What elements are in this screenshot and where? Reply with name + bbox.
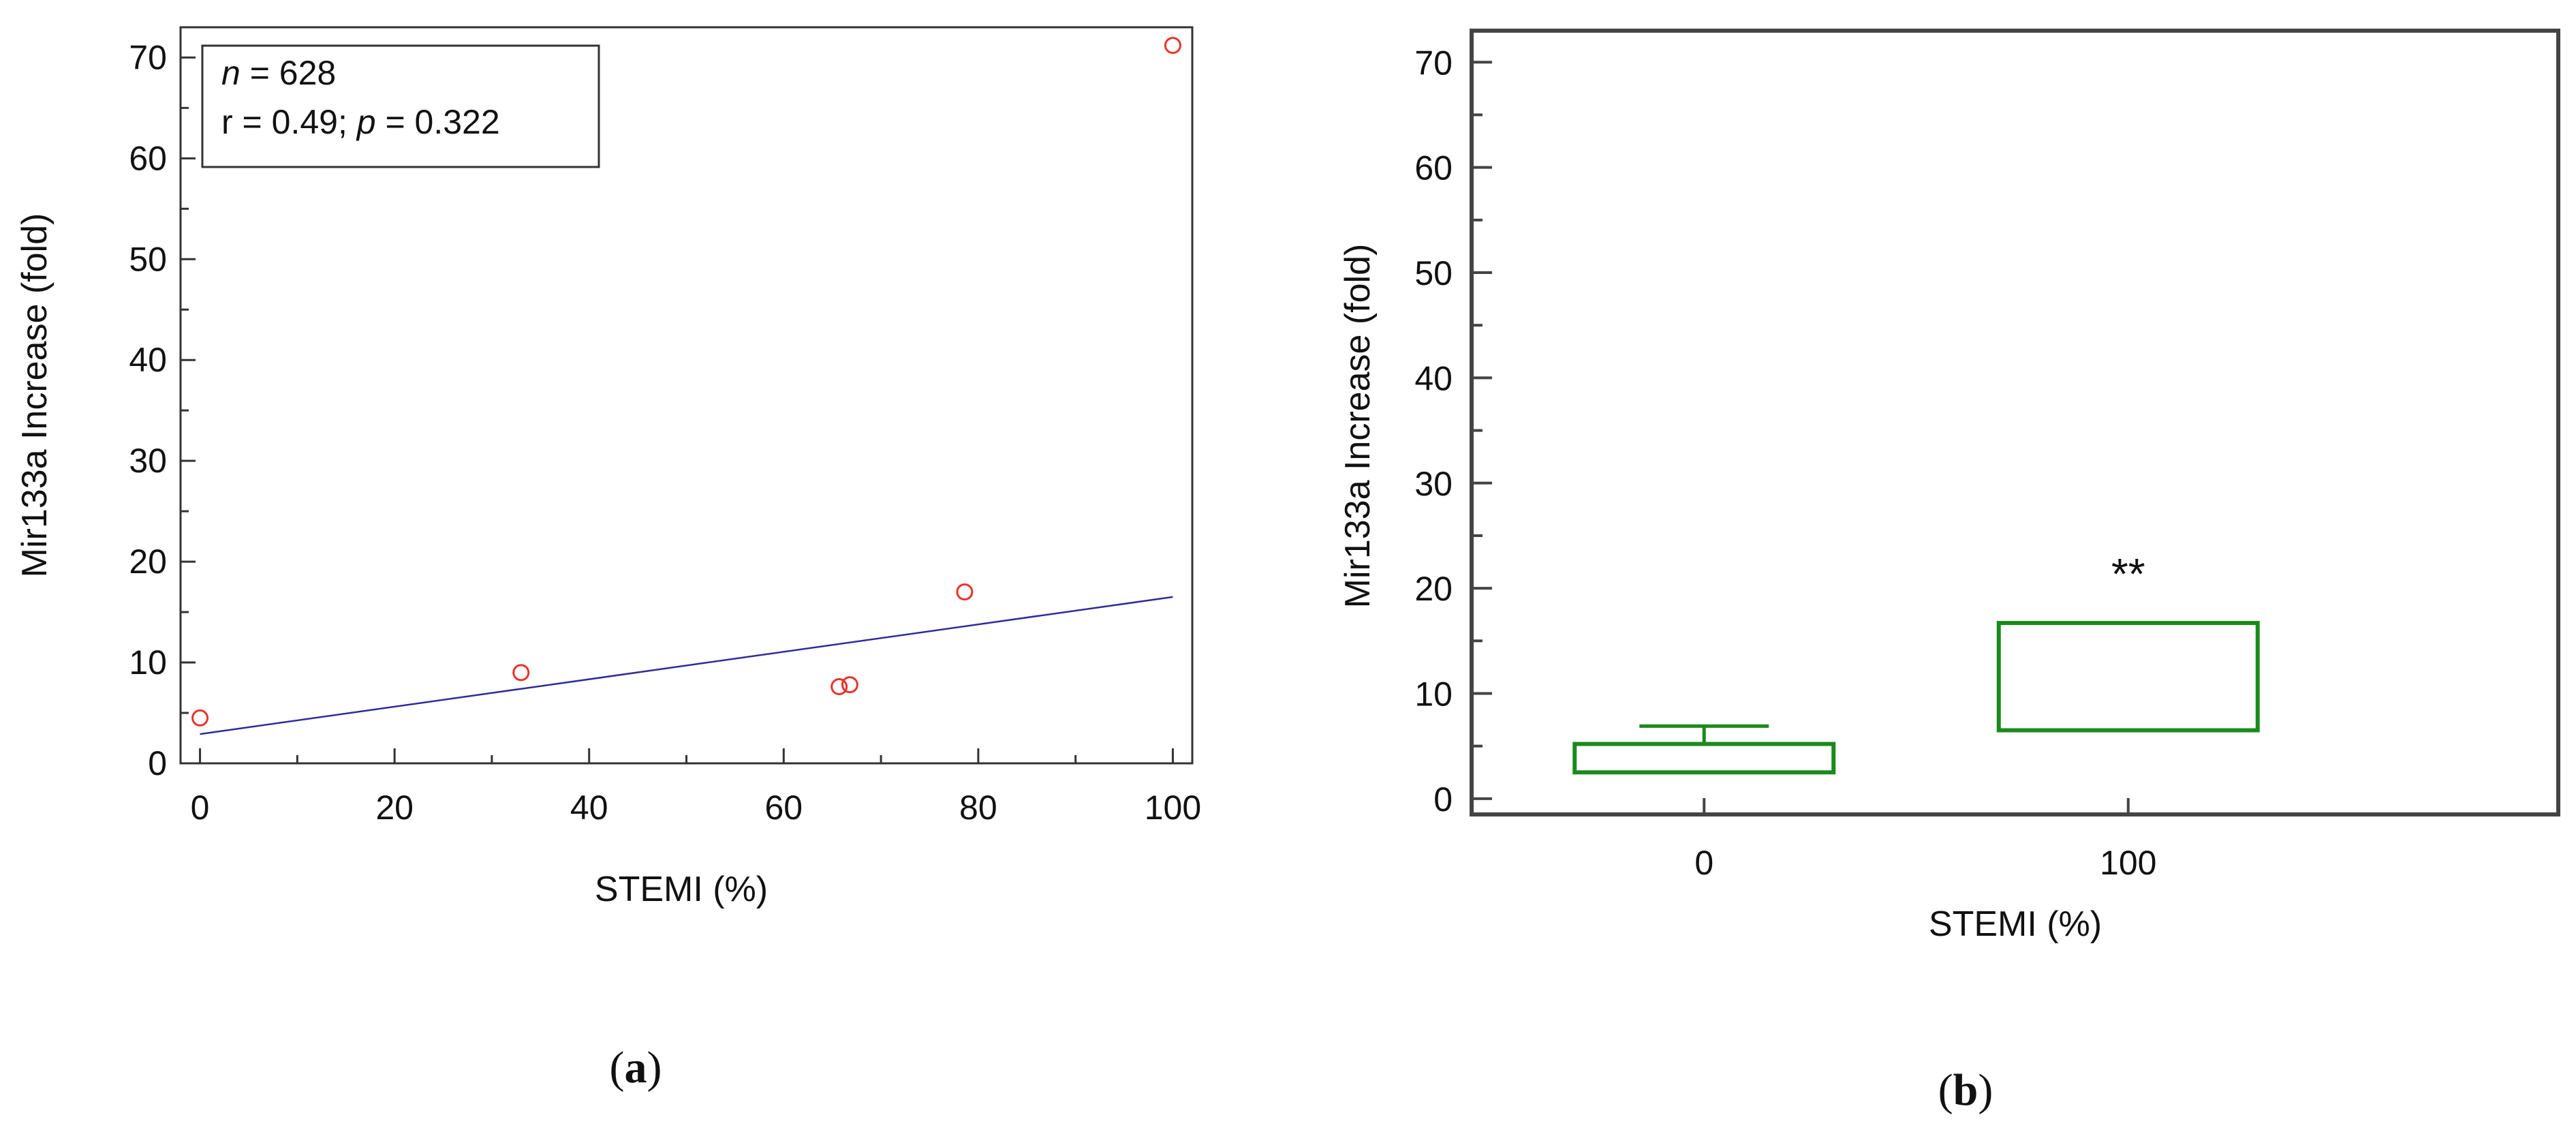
- panel-a-label: (a): [610, 1043, 662, 1093]
- y-tick-label: 10: [1414, 675, 1453, 713]
- x-tick-label: 20: [375, 789, 414, 827]
- stats-annotation-box: n = 628 r = 0.49; p = 0.322: [201, 44, 600, 168]
- data-point: [841, 676, 858, 694]
- x-tick-label: 100: [1145, 789, 1201, 827]
- data-point: [191, 709, 209, 727]
- x-tick-label: 80: [959, 789, 997, 827]
- plot-a-x-axis-label: STEMI (%): [595, 870, 768, 909]
- box: [1572, 742, 1836, 775]
- y-tick-label: 70: [1414, 44, 1453, 82]
- y-tick-label: 50: [129, 240, 167, 278]
- plot-b-frame: [1470, 29, 2560, 816]
- y-tick-label: 30: [1414, 465, 1453, 503]
- x-tick-label: 60: [764, 789, 803, 827]
- regression-line: [200, 596, 1173, 735]
- panel-a-letter: a: [625, 1043, 647, 1093]
- plot-a-ticks: 0 10 20 30 40 50 60 70 0 20 40 60 80 100: [129, 38, 1201, 827]
- y-tick-label: 60: [129, 139, 167, 177]
- plot-b-x-axis-label: STEMI (%): [1929, 904, 2102, 944]
- y-tick-label: 40: [129, 341, 167, 379]
- box: [1996, 621, 2260, 733]
- y-tick-label: 60: [1414, 149, 1453, 187]
- box-panel-b: 0 10 20 30 40 50 60 70 0 100 ** STEMI (%) Mir133a…: [1338, 29, 2560, 1115]
- significance-marker: **: [2111, 549, 2145, 598]
- y-tick-label: 0: [148, 744, 167, 782]
- x-tick-label: 100: [2100, 844, 2156, 882]
- plot-a-fit-line-group: [200, 596, 1173, 735]
- y-tick-label: 0: [1433, 780, 1453, 819]
- y-tick-label: 10: [129, 643, 167, 682]
- data-point: [512, 664, 530, 682]
- panel-b-letter: b: [1953, 1065, 1978, 1115]
- n-symbol: n: [221, 54, 240, 92]
- x-tick-label: 0: [191, 789, 210, 827]
- plot-b-y-axis-label: Mir133a Increase (fold): [1338, 244, 1378, 609]
- x-tick-label: 0: [1694, 844, 1713, 882]
- y-tick-label: 20: [1414, 570, 1453, 608]
- plot-b-ticks: 0 10 20 30 40 50 60 70 0 100: [1414, 44, 2156, 882]
- plot-a-points: [191, 37, 1181, 727]
- p-value: = 0.322: [376, 103, 500, 141]
- y-tick-label: 40: [1414, 359, 1453, 397]
- y-tick-label: 70: [129, 38, 167, 76]
- panel-b-label: (b): [1938, 1065, 1993, 1115]
- data-point: [956, 583, 974, 600]
- r-value: r = 0.49;: [221, 103, 357, 141]
- data-point: [831, 678, 848, 696]
- data-point: [1164, 37, 1181, 55]
- stats-annotation-frame: [201, 44, 600, 168]
- p-symbol: p: [356, 103, 376, 141]
- y-tick-label: 20: [129, 543, 167, 581]
- stats-n-line: n = 628: [221, 54, 336, 92]
- stats-r-p-line: r = 0.49; p = 0.322: [221, 103, 500, 141]
- plot-a-y-axis-label: Mir133a Increase (fold): [15, 213, 55, 578]
- y-tick-label: 30: [129, 442, 167, 480]
- scatter-panel-a: 0 10 20 30 40 50 60 70 0 20 40 60 80 100 n = 628 r = …: [15, 26, 1201, 1093]
- plot-b-boxes: **: [1572, 549, 2260, 775]
- n-value: = 628: [240, 54, 336, 92]
- x-tick-label: 40: [570, 789, 608, 827]
- y-tick-label: 50: [1414, 254, 1453, 292]
